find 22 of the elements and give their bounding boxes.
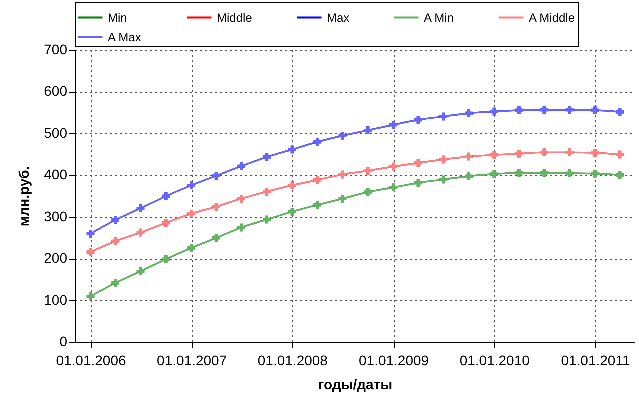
x-tick-label: 01.01.2009 bbox=[359, 352, 430, 368]
legend-label: A Middle bbox=[529, 10, 576, 25]
legend-label: A Max bbox=[108, 30, 142, 44]
x-tick-label: 01.01.2010 bbox=[460, 352, 530, 368]
x-tick-label: 01.01.2008 bbox=[258, 352, 328, 368]
y-tick-label: 0 bbox=[60, 334, 68, 350]
y-tick-label: 500 bbox=[44, 124, 68, 141]
legend-label: Max bbox=[327, 10, 350, 25]
x-tick-label: 01.01.2011 bbox=[561, 352, 630, 368]
y-tick-label: 600 bbox=[44, 83, 68, 100]
y-tick-label: 700 bbox=[44, 42, 68, 58]
y-axis-title: млн.руб. bbox=[16, 166, 32, 227]
y-tick-label: 400 bbox=[44, 166, 68, 183]
legend-label: Middle bbox=[217, 10, 253, 25]
y-tick-label: 100 bbox=[44, 292, 68, 308]
x-tick-label: 01.01.2007 bbox=[157, 352, 228, 368]
x-axis-title: годы/даты bbox=[318, 376, 393, 392]
y-tick-label: 200 bbox=[44, 250, 68, 266]
legend-label: A Min bbox=[424, 10, 454, 25]
y-tick-label: 300 bbox=[44, 208, 68, 224]
legend-label: Min bbox=[108, 10, 128, 25]
x-tick-label: 01.01.2006 bbox=[56, 352, 126, 368]
